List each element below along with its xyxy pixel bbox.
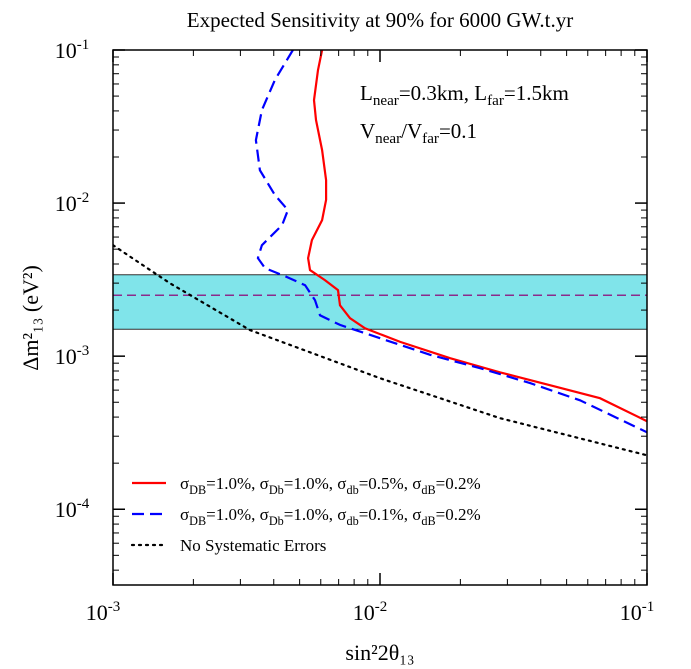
x-tick-label: 10-3 (86, 599, 121, 625)
x-tick-label: 10-1 (620, 599, 655, 625)
x-axis-label: sin²2θ₁₃ (345, 640, 414, 665)
y-tick-label: 10-3 (55, 343, 90, 369)
legend-label: σDB​=1.0%, σDb​=1.0%, σdb​=0.1%, σdB​=0.… (180, 505, 481, 528)
y-tick-label: 10-4 (55, 496, 90, 522)
legend-label: σDB​=1.0%, σDb​=1.0%, σdb​=0.5%, σdB​=0.… (180, 474, 481, 497)
annotation: Lnear​=0.3km, Lfar​=1.5km (360, 81, 569, 109)
y-tick-label: 10-1 (55, 37, 90, 63)
legend-label: No Systematic Errors (180, 536, 326, 555)
series-line (254, 50, 647, 434)
series-line (306, 50, 647, 423)
band (112, 274, 648, 330)
y-axis-label: Δm²₁₃ (eV²) (18, 265, 43, 371)
chart-title: Expected Sensitivity at 90% for 6000 GW.… (187, 8, 574, 32)
series-line (113, 244, 647, 457)
y-tick-label: 10-2 (55, 190, 90, 216)
x-tick-label: 10-2 (353, 599, 388, 625)
plot-lines (113, 50, 647, 457)
annotation: Vnear​/Vfar​=0.1 (360, 119, 477, 147)
